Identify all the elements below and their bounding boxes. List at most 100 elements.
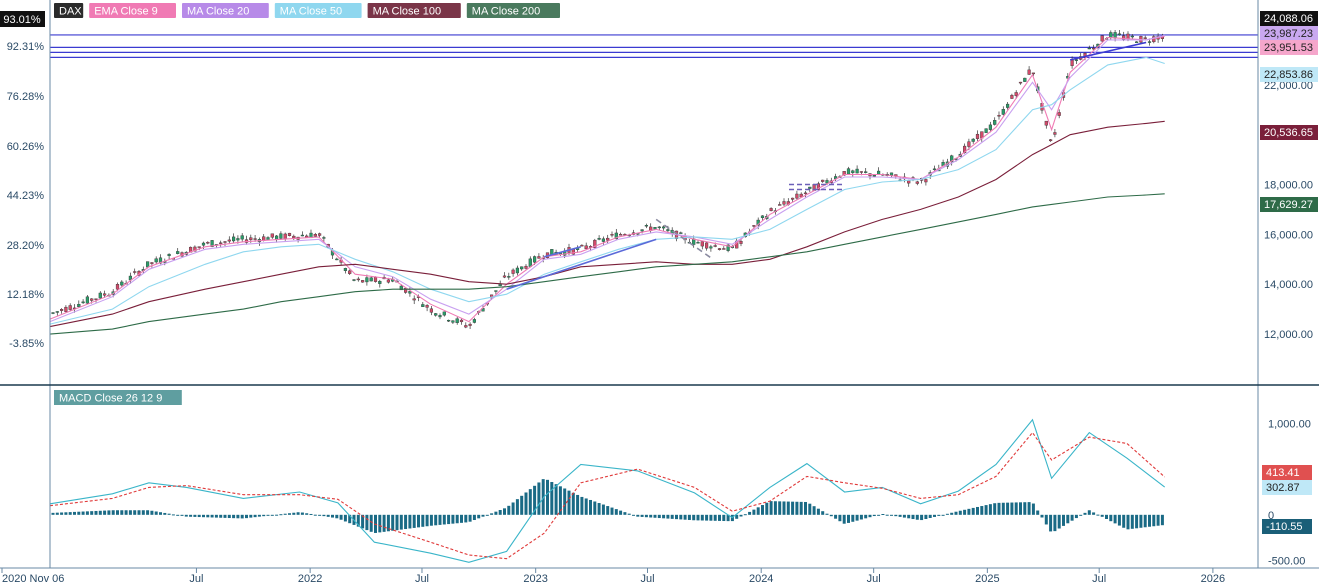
candle-body bbox=[468, 323, 472, 326]
macd-histogram-bar bbox=[782, 501, 786, 515]
ma50-line[interactable] bbox=[49, 56, 1165, 325]
macd-histogram-bar bbox=[666, 514, 670, 519]
macd-histogram-bar bbox=[167, 513, 171, 515]
macd-histogram-bar bbox=[356, 514, 360, 527]
macd-histogram-bar bbox=[485, 514, 489, 516]
candle-body bbox=[494, 290, 498, 292]
candle-body bbox=[425, 305, 429, 308]
macd-histogram-bar bbox=[722, 514, 726, 522]
candle-body bbox=[348, 270, 352, 274]
candle-body bbox=[279, 233, 283, 239]
candle-body bbox=[778, 204, 782, 206]
candle-body bbox=[864, 171, 868, 173]
macd-histogram-bar bbox=[386, 514, 390, 532]
macd-histogram-bar bbox=[515, 499, 519, 515]
trendline-dashed-down[interactable] bbox=[655, 218, 714, 260]
macd-histogram-bar bbox=[812, 506, 816, 515]
macd-histogram-bar bbox=[391, 514, 395, 531]
trendline-short-2023[interactable] bbox=[544, 246, 581, 258]
macd-histogram-bar bbox=[593, 501, 597, 515]
macd-histogram-bar bbox=[275, 514, 279, 516]
macd-histogram-bar bbox=[434, 514, 438, 526]
macd-histogram-bar bbox=[279, 514, 283, 516]
macd-histogram-bar bbox=[468, 514, 472, 522]
macd-histogram-bar bbox=[859, 514, 863, 520]
macd-histogram-bar bbox=[1143, 514, 1147, 528]
macd-histogram-bar bbox=[154, 511, 158, 515]
ma200-line[interactable] bbox=[49, 193, 1165, 335]
candle-body bbox=[343, 268, 347, 271]
ma100-line[interactable] bbox=[49, 120, 1165, 328]
candle-body bbox=[1031, 72, 1035, 75]
ema9-line[interactable] bbox=[49, 35, 1165, 323]
legend-chip bbox=[182, 3, 269, 18]
candle-body bbox=[614, 232, 618, 240]
ma20-line[interactable] bbox=[49, 34, 1165, 323]
candle-body bbox=[1010, 94, 1014, 99]
candle-body bbox=[791, 197, 795, 200]
right-axis-price-badge-label: 23,951.53 bbox=[1264, 42, 1313, 54]
candle-body bbox=[524, 265, 528, 269]
macd-histogram-bar bbox=[378, 514, 382, 533]
macd-histogram-bar bbox=[576, 494, 580, 515]
macd-histogram-bar bbox=[911, 514, 915, 520]
candle-body bbox=[662, 226, 666, 229]
macd-histogram-bar bbox=[262, 514, 266, 517]
macd-histogram-bar bbox=[907, 514, 911, 519]
macd-histogram-bar bbox=[868, 514, 872, 518]
macd-histogram-bar bbox=[795, 501, 799, 515]
macd-histogram-bar bbox=[1152, 514, 1156, 527]
candle-body bbox=[313, 234, 317, 237]
trendline-up-2025[interactable] bbox=[1069, 41, 1147, 61]
macd-histogram-bar bbox=[786, 501, 790, 515]
macd-histogram-bar bbox=[825, 513, 829, 515]
left-axis-tick-label: 44.23% bbox=[7, 190, 45, 202]
macd-histogram-bar bbox=[180, 514, 184, 516]
macd-axis-badge bbox=[1262, 480, 1312, 495]
macd-histogram-bar bbox=[614, 509, 618, 515]
candle-body bbox=[795, 193, 799, 199]
macd-histogram-bar bbox=[1053, 514, 1057, 532]
macd-signal-line[interactable] bbox=[49, 431, 1166, 560]
macd-axis-badge bbox=[1262, 465, 1312, 480]
macd-histogram-bar bbox=[847, 514, 850, 523]
candle-body bbox=[145, 261, 150, 268]
macd-histogram-bar bbox=[1100, 514, 1104, 517]
candle-body bbox=[128, 275, 132, 281]
trendline-up-2023[interactable] bbox=[506, 238, 657, 290]
macd-histogram-bar bbox=[1087, 510, 1091, 515]
macd-histogram-bar bbox=[266, 514, 270, 516]
candle-body bbox=[120, 281, 124, 286]
candle-body bbox=[975, 133, 980, 139]
candle-body bbox=[442, 311, 446, 316]
candle-body bbox=[365, 277, 369, 283]
candle-body bbox=[872, 175, 876, 177]
macd-histogram-bar bbox=[877, 514, 881, 516]
price-pane[interactable] bbox=[49, 29, 1258, 335]
macd-histogram-bar bbox=[584, 498, 588, 515]
candle-body bbox=[133, 271, 137, 273]
legend-chip-label: DAX bbox=[59, 6, 82, 18]
candle-body bbox=[1027, 69, 1031, 75]
macd-line[interactable] bbox=[49, 418, 1166, 563]
macd-histogram-bar bbox=[558, 486, 562, 515]
macd-histogram-bar bbox=[395, 514, 399, 531]
macd-histogram-bar bbox=[1096, 514, 1100, 516]
macd-pane[interactable] bbox=[49, 418, 1166, 563]
macd-histogram-bar bbox=[589, 499, 592, 515]
macd-histogram-bar bbox=[808, 503, 812, 515]
candle-body bbox=[356, 278, 360, 281]
macd-histogram-bar bbox=[163, 512, 167, 515]
macd-histogram-bar bbox=[920, 514, 924, 521]
macd-histogram-bar bbox=[68, 512, 72, 515]
macd-histogram-bar bbox=[176, 514, 180, 516]
macd-histogram-bar bbox=[898, 514, 902, 517]
macd-histogram-bar bbox=[821, 511, 825, 515]
candle-body bbox=[997, 115, 1001, 117]
candle-body bbox=[679, 232, 683, 234]
macd-histogram-bar bbox=[1083, 512, 1087, 515]
candle-body bbox=[533, 256, 537, 263]
left-axis-tick-label: 92.31% bbox=[7, 41, 45, 53]
macd-histogram-bar bbox=[408, 514, 412, 529]
